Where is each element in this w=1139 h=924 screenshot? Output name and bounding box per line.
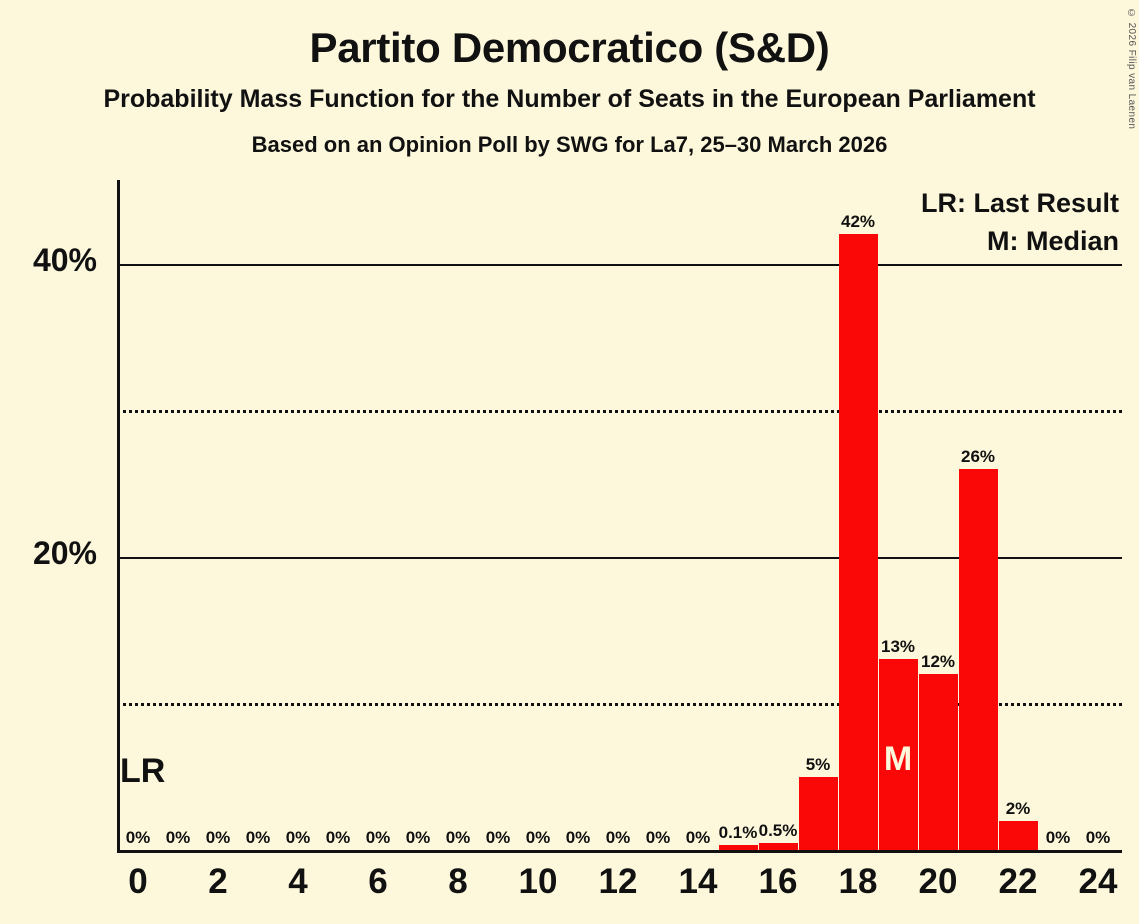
x-axis-tick-6: 6 bbox=[368, 862, 388, 901]
gridline-40 bbox=[117, 263, 1122, 266]
x-axis-tick-16: 16 bbox=[758, 862, 798, 901]
gridline-20 bbox=[117, 556, 1122, 559]
gridline-10 bbox=[117, 703, 1122, 707]
bar-value-label-17: 5% bbox=[805, 755, 831, 774]
gridline-30 bbox=[117, 410, 1122, 414]
x-axis-tick-14: 14 bbox=[678, 862, 718, 901]
x-axis-tick-8: 8 bbox=[448, 862, 468, 901]
bar-value-label-19: 13% bbox=[880, 637, 916, 656]
bar-value-label-22: 2% bbox=[1005, 799, 1031, 818]
chart-legend: LR: Last Result M: Median bbox=[921, 184, 1119, 261]
bar-seat-16[interactable] bbox=[758, 843, 798, 850]
x-axis-tick-24: 24 bbox=[1078, 862, 1118, 901]
legend-last-result: LR: Last Result bbox=[920, 188, 1119, 218]
x-axis-tick-0: 0 bbox=[128, 862, 148, 901]
bar-value-label-5: 0% bbox=[325, 828, 351, 847]
bar-value-label-21: 26% bbox=[960, 447, 996, 466]
bar-value-label-9: 0% bbox=[485, 828, 511, 847]
bar-seat-22[interactable] bbox=[998, 821, 1038, 850]
bar-value-label-15: 0.1% bbox=[718, 823, 758, 842]
bar-value-label-8: 0% bbox=[445, 828, 471, 847]
median-marker: M bbox=[883, 740, 913, 778]
bar-value-label-11: 0% bbox=[565, 828, 591, 847]
x-axis-tick-4: 4 bbox=[288, 862, 308, 901]
bar-value-label-14: 0% bbox=[685, 828, 711, 847]
bar-value-label-10: 0% bbox=[525, 828, 551, 847]
bar-value-label-13: 0% bbox=[645, 828, 671, 847]
x-axis-line bbox=[117, 850, 1122, 853]
bar-seat-20[interactable] bbox=[918, 674, 958, 850]
last-result-marker: LR bbox=[120, 752, 166, 790]
bar-value-label-1: 0% bbox=[165, 828, 191, 847]
bar-seat-17[interactable] bbox=[798, 777, 838, 850]
bar-value-label-0: 0% bbox=[125, 828, 151, 847]
legend-median: M: Median bbox=[987, 226, 1119, 257]
bar-value-label-7: 0% bbox=[405, 828, 431, 847]
bar-value-label-24: 0% bbox=[1085, 828, 1111, 847]
copyright-notice: © 2026 Filip van Laenen bbox=[1126, 8, 1137, 130]
y-axis-label-20: 20% bbox=[32, 534, 97, 571]
bar-seat-19[interactable] bbox=[878, 659, 918, 850]
y-axis-label-40: 40% bbox=[32, 241, 97, 278]
bar-value-label-16: 0.5% bbox=[758, 821, 798, 840]
x-axis-tick-18: 18 bbox=[838, 862, 878, 901]
bar-value-label-23: 0% bbox=[1045, 828, 1071, 847]
bar-value-label-2: 0% bbox=[205, 828, 231, 847]
x-axis-tick-12: 12 bbox=[598, 862, 638, 901]
x-axis-tick-22: 22 bbox=[998, 862, 1038, 901]
y-axis-line bbox=[117, 180, 120, 852]
x-axis-tick-20: 20 bbox=[918, 862, 958, 901]
bar-value-label-4: 0% bbox=[285, 828, 311, 847]
bar-value-label-6: 0% bbox=[365, 828, 391, 847]
bar-seat-21[interactable] bbox=[958, 469, 998, 850]
bar-value-label-18: 42% bbox=[840, 212, 876, 231]
bar-seat-15[interactable] bbox=[718, 845, 758, 850]
x-axis-tick-2: 2 bbox=[208, 862, 228, 901]
bar-value-label-12: 0% bbox=[605, 828, 631, 847]
x-axis-tick-10: 10 bbox=[518, 862, 558, 901]
bar-value-label-20: 12% bbox=[920, 652, 956, 671]
bar-seat-18[interactable] bbox=[838, 234, 878, 850]
bar-value-label-3: 0% bbox=[245, 828, 271, 847]
